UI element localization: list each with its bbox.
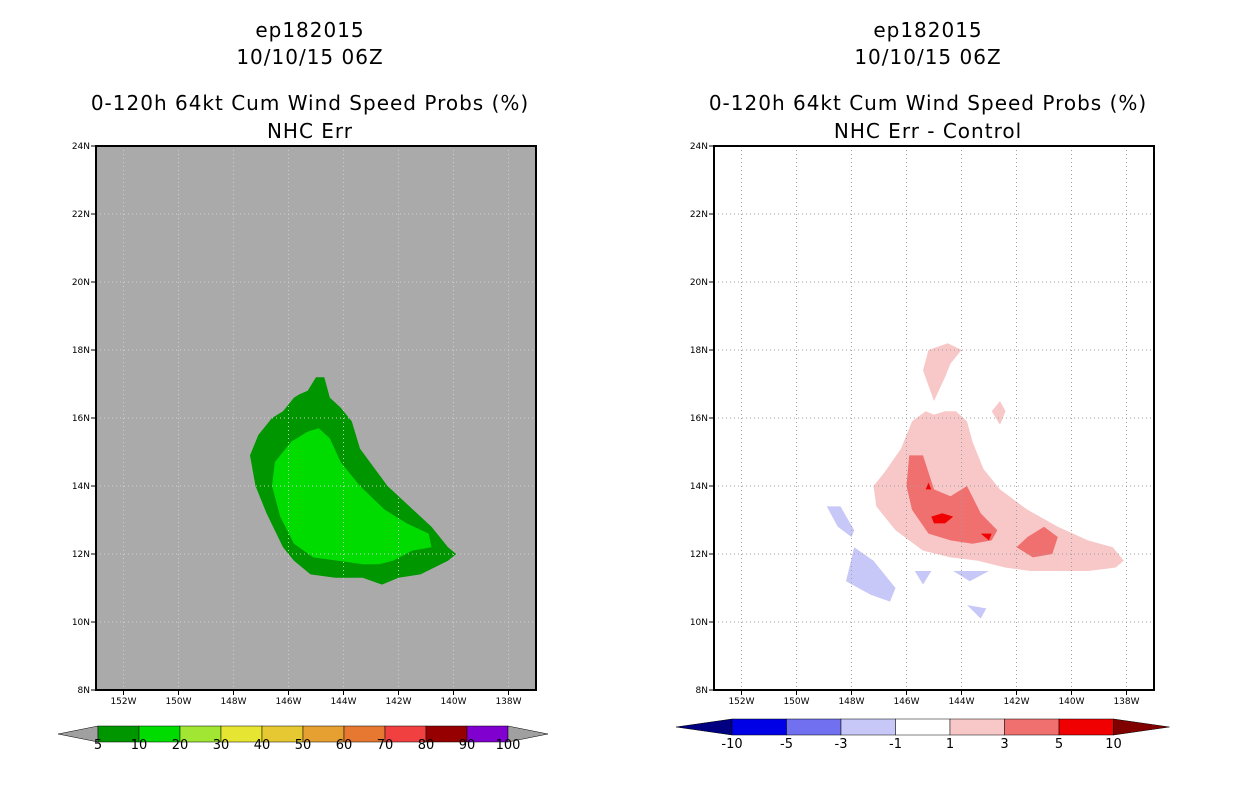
left-map-frame (95, 145, 537, 691)
left-legend-label: 10 (131, 738, 148, 753)
left-lon-tick-label: 150W (165, 697, 191, 707)
left-map-panel: 152W 150W 148W 146W 144W 142W 140W 138W 8N 10N 12N… (72, 142, 537, 707)
right-map-panel: 152W 150W 148W 146W 144W 142W 140W 138W 8N 10N 12N… (690, 142, 1155, 707)
left-lat-tick-label: 22N (72, 210, 90, 220)
right-lat-tick-label: 10N (690, 618, 708, 628)
left-lat-tick-label: 12N (72, 550, 90, 560)
left-storm-id: ep182015 (255, 18, 365, 42)
left-lat-tick-label: 16N (72, 414, 90, 424)
left-lat-tick-label: 8N (78, 686, 90, 696)
right-legend-box (949, 718, 1005, 736)
right-lat-tick-label: 20N (690, 278, 708, 288)
right-lon-tick-label: 150W (783, 697, 809, 707)
left-title: 0-120h 64kt Cum Wind Speed Probs (%) (90, 91, 530, 115)
right-legend-label: 3 (1000, 737, 1008, 752)
left-lat-tick-label: 18N (72, 346, 90, 356)
right-legend-arrow-high (1113, 718, 1170, 736)
left-lat-tick-label: 14N (72, 482, 90, 492)
right-lon-tick-label: 148W (838, 697, 864, 707)
right-legend-label: 1 (946, 737, 954, 752)
right-lon-tick-label: 152W (728, 697, 754, 707)
left-lat-tick-label: 24N (72, 142, 90, 152)
right-lon-tick-label: 142W (1003, 697, 1029, 707)
right-legend-box (731, 718, 787, 736)
right-lon-tick-label: 146W (893, 697, 919, 707)
right-storm-id: ep182015 (873, 18, 983, 42)
left-lon-tick-label: 148W (220, 697, 246, 707)
left-legend: 5 10 20 30 40 50 60 70 80 90 100 (57, 725, 549, 753)
left-lat-tick-label: 10N (72, 618, 90, 628)
right-lat-tick-label: 24N (690, 142, 708, 152)
left-legend-label: 80 (418, 738, 435, 753)
left-lon-tick-label: 152W (110, 697, 136, 707)
right-legend-box (1004, 718, 1060, 736)
right-lat-tick-label: 22N (690, 210, 708, 220)
right-contour-5 (931, 513, 954, 524)
left-lon-tick-label: 142W (385, 697, 411, 707)
right-legend-label: -1 (889, 737, 902, 752)
right-legend-label: 5 (1055, 737, 1063, 752)
right-legend-label: 10 (1105, 737, 1122, 752)
left-lon-tick-label: 146W (275, 697, 301, 707)
left-legend-label: 90 (459, 738, 476, 753)
right-contour-9 (846, 547, 896, 602)
right-contour-4 (1016, 526, 1058, 558)
left-lon-tick-label: 140W (440, 697, 466, 707)
right-lat-tick-label: 16N (690, 414, 708, 424)
right-contour-11 (953, 571, 989, 582)
right-lat-tick-label: 12N (690, 550, 708, 560)
right-contour-1 (923, 343, 962, 401)
right-contour-8 (826, 506, 855, 537)
left-legend-label: 40 (254, 738, 271, 753)
right-lat-tick-label: 18N (690, 346, 708, 356)
right-contour-10 (914, 571, 932, 585)
right-lon-tick-label: 138W (1113, 697, 1139, 707)
right-lon-tick-label: 140W (1058, 697, 1084, 707)
left-legend-label: 50 (295, 738, 312, 753)
right-legend-box (840, 718, 896, 736)
right-contour-7 (925, 482, 932, 490)
left-lon-tick-label: 138W (495, 697, 521, 707)
right-title: 0-120h 64kt Cum Wind Speed Probs (%) (708, 91, 1148, 115)
right-lat-tick-label: 8N (696, 686, 708, 696)
right-legend-box (1058, 718, 1114, 736)
left-legend-label: 20 (172, 738, 189, 753)
right-contour-3 (906, 455, 998, 544)
left-legend-arrow-low (57, 725, 99, 743)
right-lat-tick-label: 14N (690, 482, 708, 492)
right-contour-6 (980, 533, 992, 541)
left-lon-tick-label: 144W (330, 697, 356, 707)
right-lon-tick-label: 144W (948, 697, 974, 707)
left-datetime: 10/10/15 06Z (236, 45, 384, 69)
left-legend-label: 100 (496, 738, 521, 753)
right-legend: -10 -5 -3 -1 1 3 5 10 (675, 718, 1170, 752)
right-datetime: 10/10/15 06Z (854, 45, 1002, 69)
right-contour-2 (991, 401, 1006, 425)
right-contour-12 (967, 605, 987, 619)
left-legend-label: 5 (94, 738, 102, 753)
right-legend-box (895, 718, 951, 736)
right-legend-label: -3 (835, 737, 848, 752)
left-lat-tick-label: 20N (72, 278, 90, 288)
right-legend-label: -10 (721, 737, 742, 752)
left-legend-label: 70 (377, 738, 394, 753)
right-map-frame (713, 145, 1155, 691)
left-legend-label: 60 (336, 738, 353, 753)
right-legend-arrow-low (675, 718, 733, 736)
right-legend-label: -5 (780, 737, 793, 752)
right-legend-box (786, 718, 842, 736)
left-subtitle: NHC Err (266, 119, 354, 143)
left-legend-arrow-high (507, 725, 549, 743)
right-subtitle: NHC Err - Control (833, 119, 1023, 143)
left-contour-1 (272, 428, 432, 565)
left-legend-label: 30 (213, 738, 230, 753)
